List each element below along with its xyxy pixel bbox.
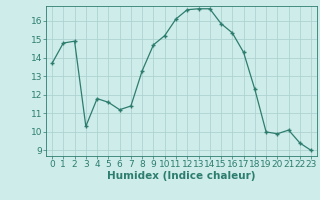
X-axis label: Humidex (Indice chaleur): Humidex (Indice chaleur) (107, 171, 256, 181)
